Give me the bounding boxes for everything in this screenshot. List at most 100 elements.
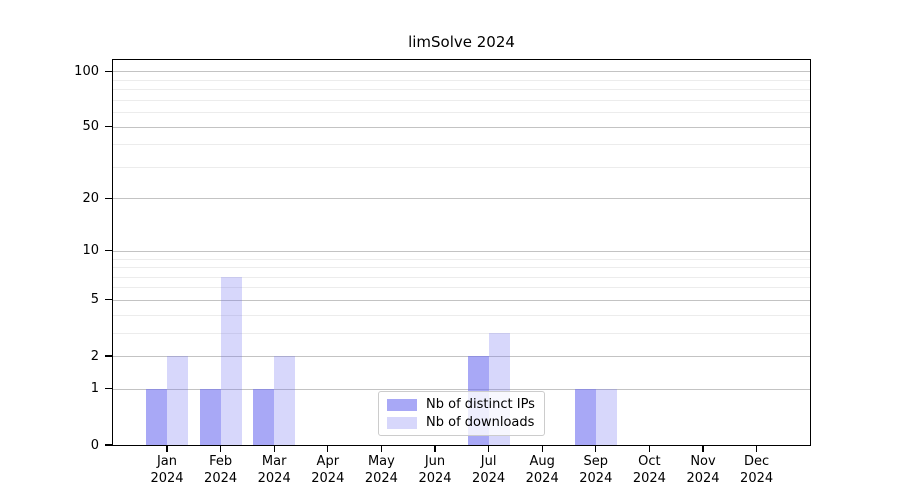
y-tick-label: 2 (90, 348, 99, 364)
x-tick-label-year: 2024 (740, 470, 774, 486)
x-tick-label-year: 2024 (364, 470, 398, 486)
x-tick (488, 445, 490, 452)
x-tick-label: Feb 2024 (191, 454, 251, 487)
legend-item-downloads: Nb of downloads (387, 415, 535, 430)
x-tick-label-month: Sep (583, 454, 609, 469)
x-tick-label-month: Jan (156, 454, 178, 469)
gridline-major (113, 388, 810, 390)
y-tick (105, 388, 113, 390)
x-tick-label: Jan 2024 (137, 454, 197, 487)
y-tick-label: 1 (90, 381, 99, 397)
gridline-minor (113, 166, 810, 168)
x-tick-label-year: 2024 (418, 470, 452, 486)
legend-swatch-downloads (387, 416, 417, 429)
bar-nb-of-distinct-ips (253, 388, 275, 445)
x-tick (702, 445, 704, 452)
x-tick-label-month: Dec (744, 454, 770, 469)
y-tick-label: 100 (74, 63, 99, 79)
y-tick-label: 5 (90, 292, 99, 308)
y-tick-label: 20 (82, 190, 99, 206)
bar-nb-of-downloads (220, 276, 242, 445)
bar-nb-of-downloads (595, 388, 617, 445)
x-tick (327, 445, 329, 452)
gridline-minor (113, 144, 810, 146)
x-tick-label-year: 2024 (204, 470, 238, 486)
gridline-minor (113, 314, 810, 316)
gridline-major (113, 198, 810, 200)
gridline-minor (113, 287, 810, 289)
x-tick-label: Mar 2024 (244, 454, 304, 487)
gridline-minor (113, 332, 810, 334)
x-tick-label: Apr 2024 (298, 454, 358, 487)
gridline-minor (113, 79, 810, 81)
y-tick-label: 50 (82, 119, 99, 135)
x-tick-label: Dec 2024 (727, 454, 787, 487)
gridline-minor (113, 89, 810, 91)
y-tick-label: 10 (82, 243, 99, 259)
x-tick-label-month: Mar (261, 454, 287, 469)
bar-nb-of-distinct-ips (146, 388, 167, 445)
x-tick (648, 445, 650, 452)
x-tick-label: Jul 2024 (459, 454, 519, 487)
plot-area (113, 60, 810, 445)
x-tick (273, 445, 275, 452)
y-tick (105, 355, 113, 357)
bar-nb-of-distinct-ips (574, 388, 596, 445)
x-tick-label: Sep 2024 (566, 454, 626, 487)
x-tick (166, 445, 168, 452)
x-tick (220, 445, 222, 452)
x-tick (756, 445, 758, 452)
y-tick (105, 197, 113, 199)
gridline-major (113, 126, 810, 128)
x-tick (595, 445, 597, 452)
x-tick-label: May 2024 (351, 454, 411, 487)
x-tick-label-year: 2024 (686, 470, 720, 486)
x-tick-label-month: Nov (690, 454, 716, 469)
x-tick-label-month: Aug (529, 454, 555, 469)
x-tick-label-month: May (367, 454, 395, 469)
x-tick-label: Nov 2024 (673, 454, 733, 487)
x-tick-label-month: Jul (480, 454, 497, 469)
legend-item-distinct-ips: Nb of distinct IPs (387, 397, 535, 412)
legend-label: Nb of distinct IPs (426, 397, 535, 412)
legend: Nb of distinct IPs Nb of downloads (378, 391, 545, 436)
bars-layer (113, 60, 810, 445)
y-tick (105, 125, 113, 128)
gridline-minor (113, 276, 810, 278)
bar-nb-of-downloads (167, 356, 188, 445)
grid-layer (113, 60, 810, 445)
gridline-major (113, 71, 810, 73)
x-tick (380, 445, 382, 452)
x-tick-label-month: Feb (209, 454, 233, 469)
legend-swatch-distinct-ips (387, 398, 417, 411)
y-tick (105, 250, 113, 252)
x-tick (541, 445, 543, 452)
y-tick (105, 444, 113, 446)
gridline-minor (113, 267, 810, 269)
x-tick-label-month: Oct (638, 454, 661, 469)
x-tick-label-year: 2024 (472, 470, 506, 486)
gridline-minor (113, 99, 810, 101)
gridline-minor (113, 258, 810, 260)
gridline-major (113, 299, 810, 301)
gridline-major (113, 250, 810, 252)
y-tick (105, 70, 113, 72)
gridline-major (113, 356, 810, 358)
x-tick (434, 445, 436, 452)
x-tick-label-year: 2024 (525, 470, 559, 486)
x-tick-label-year: 2024 (150, 470, 184, 486)
x-tick-label-year: 2024 (579, 470, 613, 486)
x-tick-label: Oct 2024 (619, 454, 679, 487)
bar-nb-of-distinct-ips (199, 388, 221, 445)
x-tick-label-year: 2024 (257, 470, 291, 486)
x-tick-label-year: 2024 (311, 470, 345, 486)
x-tick-label-month: Apr (316, 454, 340, 469)
legend-label: Nb of downloads (426, 415, 535, 430)
y-tick-label: 0 (90, 437, 99, 453)
x-tick-label: Jun 2024 (405, 454, 465, 487)
y-tick (105, 299, 113, 301)
x-tick-label-year: 2024 (632, 470, 666, 486)
chart-title: limSolve 2024 (408, 33, 515, 51)
x-tick-label-month: Jun (424, 454, 446, 469)
